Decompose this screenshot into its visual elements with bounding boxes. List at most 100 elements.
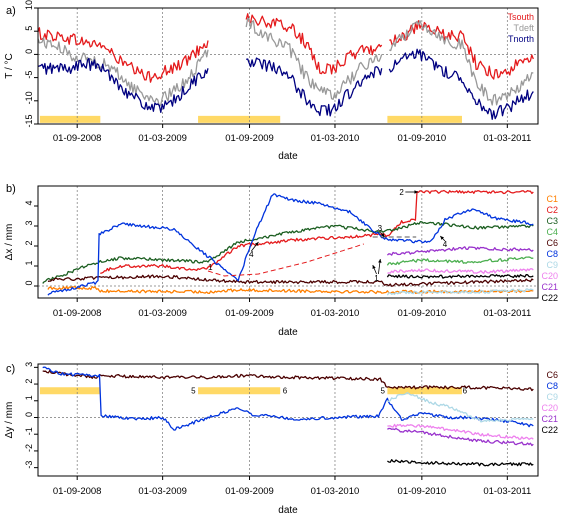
x-tick-label: 01-09-2010 [398, 486, 447, 497]
x-tick-label: 01-03-2009 [138, 308, 187, 319]
y-tick-label: 1 [24, 260, 34, 265]
plot-area [38, 8, 538, 124]
arrow-head [378, 259, 382, 263]
arrow-head [440, 236, 445, 240]
annotation-label: 4 [249, 250, 254, 259]
series-line-tdeft [389, 20, 534, 106]
y-tick-label: -2 [24, 444, 34, 452]
series-line-c20 [387, 268, 534, 274]
x-tick-label: 01-03-2010 [311, 133, 360, 144]
series-line-c9 [387, 392, 534, 423]
legend-entry-c21: C21 [541, 282, 558, 292]
legend-entry-c6: C6 [546, 238, 558, 248]
shaded-period [198, 115, 281, 123]
series-line-c8 [42, 366, 534, 431]
x-tick-label: 01-09-2009 [225, 308, 274, 319]
series-line-tsouth [389, 20, 534, 80]
series-line-c2 [100, 189, 534, 275]
shaded-period [387, 115, 462, 123]
arrow-head [414, 190, 419, 194]
series-line-tdeft [38, 37, 209, 107]
x-tick-label: 01-03-2009 [138, 486, 187, 497]
annotation-label: 6 [463, 387, 468, 396]
annotation-label: 5 [191, 387, 196, 396]
annotation-label: 1 [208, 263, 213, 272]
y-tick-label: 2 [24, 379, 34, 384]
panel-letter: c) [6, 363, 15, 375]
y-tick-label: 3 [24, 220, 34, 225]
annotation-label: 4 [443, 240, 448, 249]
x-tick-label: 01-03-2009 [138, 133, 187, 144]
series-line-c4 [386, 256, 534, 266]
plot-area [38, 364, 538, 476]
series-line-tsouth [38, 27, 209, 83]
legend-entry-c4: C4 [546, 227, 558, 237]
plot-frame [37, 7, 539, 125]
shaded-period [39, 387, 101, 395]
x-tick-label: 01-09-2008 [53, 133, 102, 144]
annotation-label: 2 [399, 188, 404, 197]
x-tick-label: 01-03-2011 [483, 308, 531, 319]
series-line-tnorth [38, 57, 209, 114]
legend-entry-c20: C20 [541, 403, 558, 413]
legend-entry-c6: C6 [546, 370, 558, 380]
y-tick-label: 4 [24, 200, 34, 205]
series-line-tnorth [388, 48, 534, 120]
y-tick-label: -1 [24, 427, 34, 435]
legend-entry-tsouth: Tsouth [507, 12, 534, 22]
y-tick-label: 3 [24, 362, 34, 367]
panel-b-dx-displacement: b) 1 1 2 3 4 4 0 1 2 3 4 01-09-2008 01-03-2009 01-09-2… [4, 183, 558, 338]
panel-letter: a) [6, 5, 16, 17]
series-line-c22 [387, 459, 534, 467]
legend-entry-c22: C22 [541, 293, 558, 303]
series-line-c9 [386, 288, 534, 296]
y-axis-label: Δx / mm [4, 224, 15, 261]
series-line-tnorth [246, 57, 383, 117]
legend-entry-tnorth: Tnorth [508, 34, 534, 44]
x-axis-label: date [278, 151, 298, 162]
panel-letter: b) [6, 183, 16, 195]
legend-entry-c9: C9 [546, 260, 558, 270]
panel-a-temperature: a) -15 -10 -5 0 5 10 01-09-2008 01-03-2009 01-09-… [4, 0, 539, 162]
y-tick-label: 5 [24, 26, 34, 31]
series-line-c21 [386, 246, 534, 256]
y-tick-label: -10 [24, 91, 34, 104]
series-line-tsouth [245, 13, 383, 75]
legend-entry-tdeft: Tdeft [513, 23, 534, 33]
annotation-label: 6 [283, 387, 288, 396]
x-tick-label: 01-03-2010 [311, 486, 360, 497]
arrow-head [372, 265, 376, 269]
x-tick-label: 01-09-2010 [398, 133, 447, 144]
arrow-head [380, 233, 385, 237]
series-line-c3 [42, 220, 534, 284]
series-line-c20 [387, 423, 534, 440]
y-tick-label: 2 [24, 240, 34, 245]
series-line-c6 [42, 369, 534, 392]
series-line-c6 [47, 274, 534, 287]
y-tick-label: -3 [24, 461, 34, 469]
y-tick-label: 0 [24, 49, 34, 54]
legend-entry-c22: C22 [541, 425, 558, 435]
x-axis-label: date [278, 505, 298, 516]
shaded-period [198, 387, 281, 395]
legend-entry-c21: C21 [541, 414, 558, 424]
x-tick-label: 01-09-2009 [225, 486, 274, 497]
plot-frame [37, 185, 539, 299]
series-line-tdeft [245, 17, 383, 100]
plot-area [38, 186, 538, 298]
x-tick-label: 01-09-2008 [53, 308, 102, 319]
y-tick-label: 0 [24, 280, 34, 285]
x-tick-label: 01-09-2009 [225, 133, 274, 144]
x-tick-label: 01-09-2008 [53, 486, 102, 497]
series-line-c21 [387, 427, 534, 447]
legend-entry-c8: C8 [546, 249, 558, 259]
legend-entry-c20: C20 [541, 271, 558, 281]
y-axis-label: Δy / mm [4, 402, 15, 439]
y-tick-label: -15 [24, 114, 34, 127]
y-axis-label: T / °C [4, 53, 15, 78]
legend-entry-c1: C1 [546, 194, 558, 204]
x-tick-label: 01-03-2011 [483, 133, 531, 144]
y-tick-label: 0 [24, 412, 34, 417]
annotation-label: 5 [380, 387, 385, 396]
panel-c-dy-displacement: c) 5 6 5 6 -3 -2 -1 0 1 2 3 01-09-2008 01-03-2009 01-0… [4, 362, 558, 516]
